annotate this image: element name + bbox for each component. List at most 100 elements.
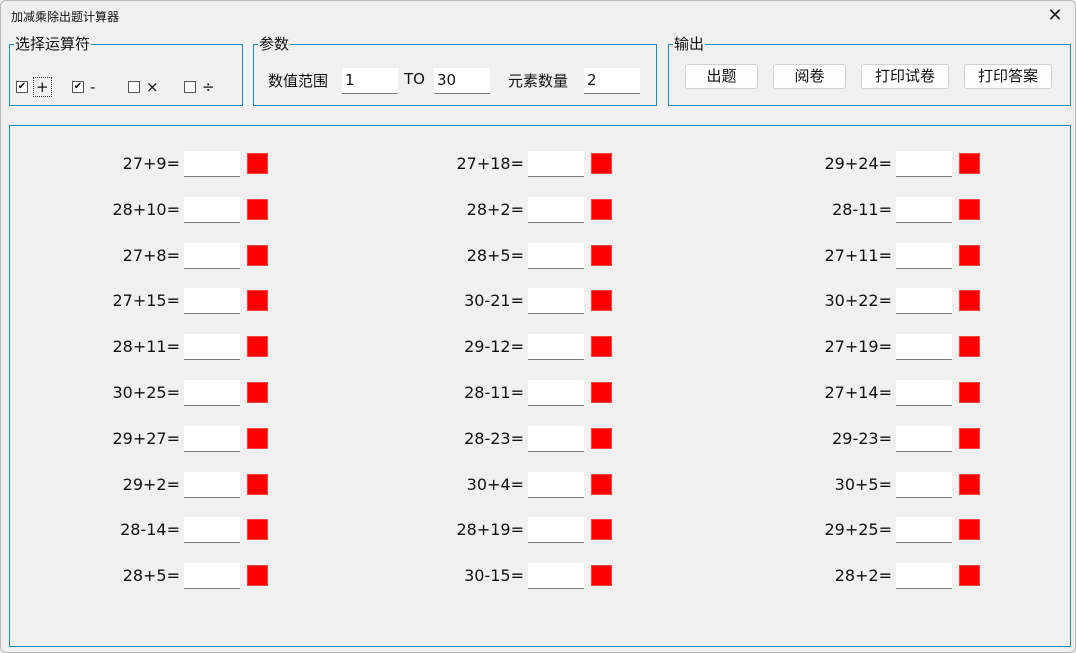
result-indicator (247, 565, 268, 587)
problem-expression: 27+15= (112, 291, 180, 311)
problem-expression: 29+25= (824, 520, 892, 540)
answer-input[interactable] (184, 196, 240, 223)
answer-input[interactable] (896, 425, 952, 452)
answer-input[interactable] (528, 242, 584, 269)
answer-input[interactable] (184, 242, 240, 269)
result-indicator (959, 519, 980, 541)
params-group: 参数 数值范围 1 TO 30 元素数量 2 (253, 35, 657, 106)
answer-input[interactable] (896, 517, 952, 544)
answer-input[interactable] (528, 380, 584, 406)
problem-expression: 28+2= (834, 566, 892, 586)
answer-input[interactable] (896, 196, 952, 223)
problem-expression: 29+27= (112, 428, 180, 448)
answer-input[interactable] (184, 471, 240, 498)
answer-input[interactable] (184, 517, 240, 544)
to-label: TO (404, 70, 425, 88)
checkbox-plus-label: + (33, 77, 52, 97)
answer-input[interactable] (896, 242, 952, 269)
answer-input[interactable] (184, 425, 240, 452)
range-label: 数值范围 (268, 72, 329, 90)
checkbox-multiply[interactable]: × (128, 78, 159, 96)
problem-expression: 28+2= (466, 199, 524, 219)
generate-button[interactable]: 出题 (685, 64, 758, 89)
checkbox-plus[interactable]: ✔ + (16, 77, 52, 97)
result-indicator (591, 427, 612, 449)
checkbox-checked-icon: ✔ (72, 81, 84, 93)
problem-expression: 27+14= (824, 383, 892, 402)
answer-input[interactable] (528, 563, 584, 590)
result-indicator (247, 153, 268, 174)
checkbox-unchecked-icon (184, 81, 196, 93)
problem-expression: 27+9= (122, 154, 180, 173)
problem-expression: 28-23= (464, 428, 524, 448)
grade-button[interactable]: 阅卷 (773, 64, 846, 89)
operator-group: 选择运算符 ✔ + ✔ - × ÷ (9, 35, 243, 106)
result-indicator (591, 519, 612, 541)
operator-group-label: 选择运算符 (14, 35, 92, 53)
answer-input[interactable] (528, 196, 584, 223)
checkbox-minus[interactable]: ✔ - (72, 78, 95, 96)
result-indicator (247, 382, 268, 403)
answer-input[interactable] (184, 563, 240, 590)
result-indicator (591, 198, 612, 220)
problem-expression: 27+19= (824, 337, 892, 357)
answer-input[interactable] (896, 151, 952, 177)
output-group-label: 输出 (673, 35, 706, 53)
problem-expression: 29-23= (832, 428, 892, 448)
problem-expression: 28+5= (122, 566, 180, 586)
checkbox-checked-icon: ✔ (16, 81, 28, 93)
range-to-input[interactable]: 30 (434, 68, 490, 94)
result-indicator (247, 290, 268, 312)
answer-input[interactable] (184, 334, 240, 361)
checkbox-multiply-label: × (146, 78, 159, 96)
answer-input[interactable] (528, 425, 584, 452)
output-group: 输出 出题 阅卷 打印试卷 打印答案 (668, 35, 1071, 106)
answer-input[interactable] (896, 334, 952, 361)
answer-input[interactable] (896, 288, 952, 315)
result-indicator (959, 565, 980, 587)
result-indicator (591, 244, 612, 266)
problem-expression: 28-11= (832, 199, 892, 219)
problem-expression: 29-12= (464, 337, 524, 357)
print-answers-button[interactable]: 打印答案 (964, 64, 1052, 89)
count-label: 元素数量 (508, 72, 569, 90)
answer-input[interactable] (528, 517, 584, 544)
result-indicator (591, 382, 612, 403)
problem-expression: 28-14= (120, 520, 180, 540)
answer-input[interactable] (896, 380, 952, 406)
range-from-input[interactable]: 1 (342, 68, 398, 94)
answer-input[interactable] (184, 288, 240, 315)
result-indicator (959, 244, 980, 266)
problem-expression: 28+10= (112, 199, 180, 219)
answer-input[interactable] (184, 380, 240, 406)
problem-expression: 28-11= (464, 383, 524, 402)
checkbox-divide[interactable]: ÷ (184, 78, 215, 96)
problem-expression: 30+25= (112, 383, 180, 402)
answer-input[interactable] (528, 471, 584, 498)
answer-input[interactable] (528, 151, 584, 177)
result-indicator (591, 153, 612, 174)
result-indicator (247, 244, 268, 266)
result-indicator (959, 473, 980, 495)
problem-expression: 28+19= (456, 520, 524, 540)
answer-input[interactable] (528, 288, 584, 315)
result-indicator (959, 198, 980, 220)
checkbox-unchecked-icon (128, 81, 140, 93)
print-test-button[interactable]: 打印试卷 (861, 64, 949, 89)
result-indicator (247, 519, 268, 541)
problem-expression: 27+18= (456, 154, 524, 173)
answer-input[interactable] (528, 334, 584, 361)
result-indicator (959, 427, 980, 449)
problem-expression: 30+22= (824, 291, 892, 311)
answer-input[interactable] (184, 151, 240, 177)
answer-input[interactable] (896, 563, 952, 590)
result-indicator (591, 565, 612, 587)
problem-expression: 30-21= (464, 291, 524, 311)
count-input[interactable]: 2 (584, 68, 640, 94)
params-group-label: 参数 (258, 35, 291, 53)
problem-expression: 29+2= (122, 474, 180, 494)
close-icon[interactable]: ✕ (1047, 5, 1063, 26)
problem-expression: 27+11= (824, 245, 892, 265)
answer-input[interactable] (896, 471, 952, 498)
problem-expression: 27+8= (122, 245, 180, 265)
